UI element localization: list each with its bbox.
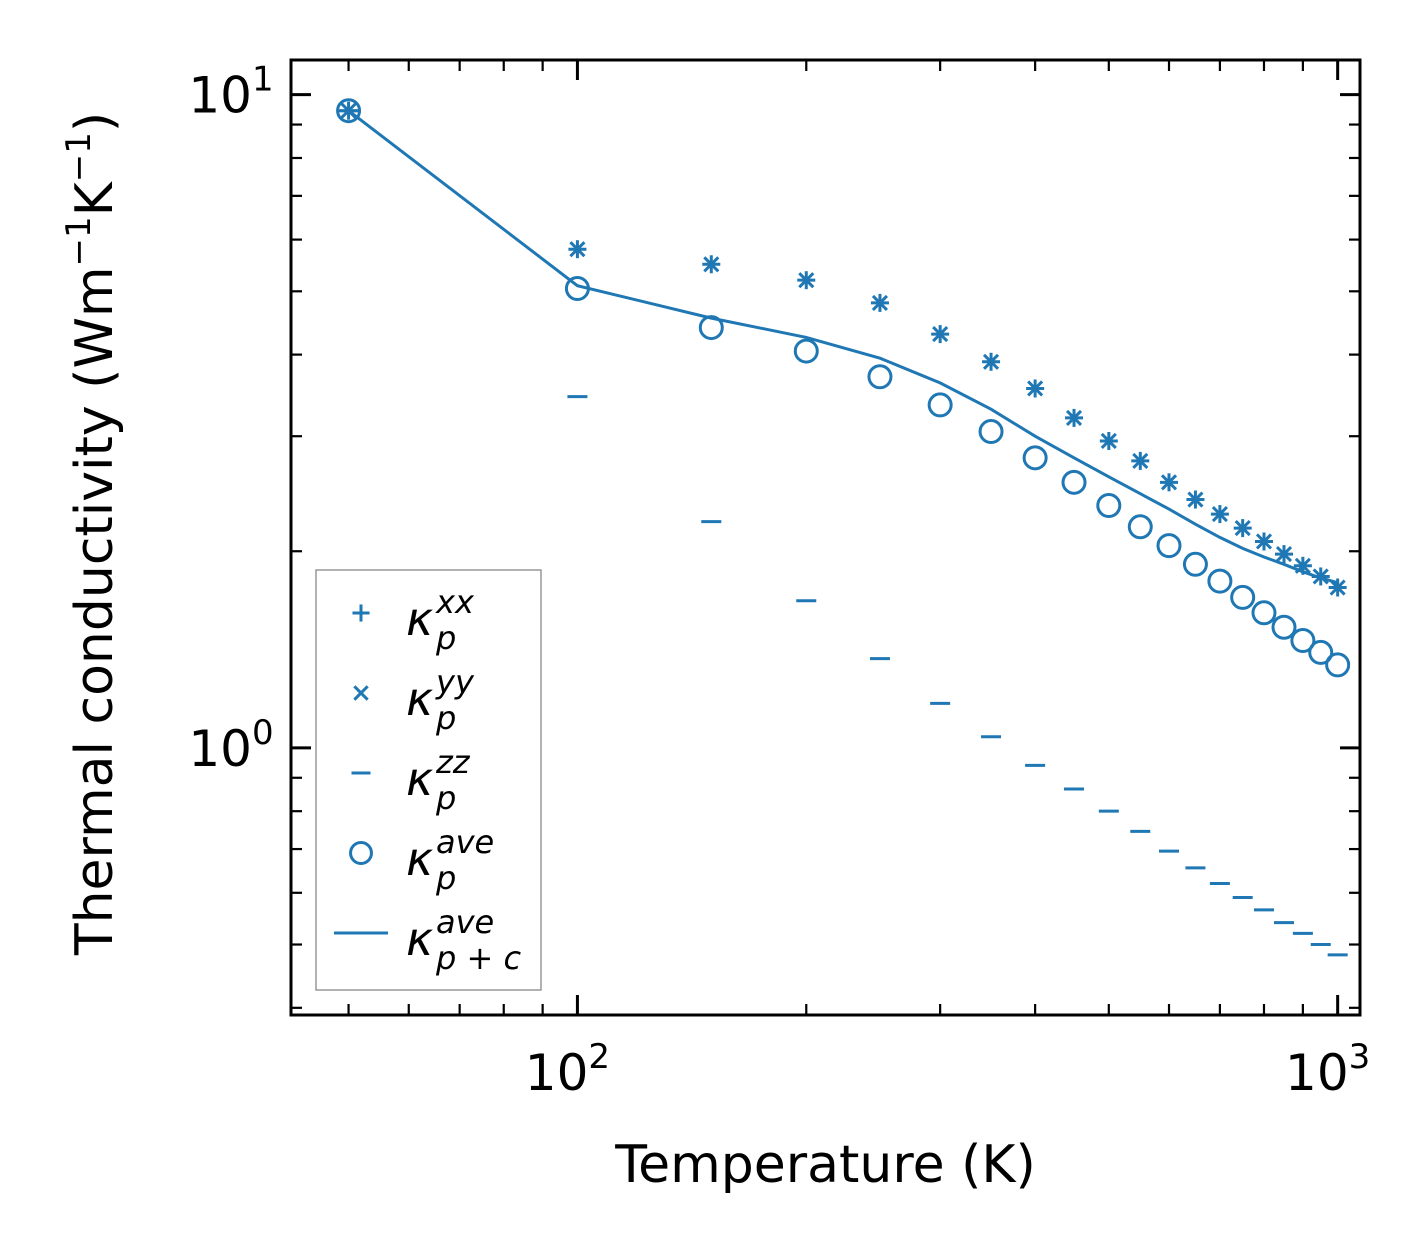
data-point-circle	[1127, 514, 1153, 540]
legend-sup: ave	[436, 823, 494, 861]
x-axis-label: Temperature (K)	[614, 1135, 1036, 1195]
data-point-x	[1211, 506, 1228, 523]
data-point-x	[1255, 533, 1273, 550]
minor-ticks	[291, 60, 1360, 1015]
series-hline	[338, 109, 1348, 957]
y-tick-label: 101	[188, 60, 273, 125]
data-point-circle	[978, 419, 1004, 445]
data-point-x	[932, 326, 949, 343]
series-line	[347, 109, 1339, 585]
series-circle	[336, 98, 1351, 678]
data-point-circle	[1061, 469, 1087, 495]
x-tick-label: 102	[525, 1037, 610, 1102]
data-point-x	[1100, 432, 1117, 450]
data-point-circle	[1182, 551, 1208, 577]
data-point-x	[1160, 474, 1178, 491]
data-point-circle	[1251, 600, 1277, 626]
y-label-mid: K	[65, 180, 125, 216]
legend-kappa: κ	[406, 832, 433, 886]
y-tick-exp: 0	[252, 713, 274, 753]
data-point-circle	[1271, 614, 1297, 640]
legend-label: κyy p	[406, 663, 475, 737]
data-point-x	[1234, 520, 1251, 537]
legend-sup: zz	[435, 743, 471, 781]
x-tick-exp: 2	[588, 1037, 610, 1077]
legend-sub: p	[435, 779, 456, 817]
y-label-main: Thermal conductivity (Wm	[65, 266, 125, 956]
legend-sup: ave	[436, 903, 494, 941]
x-tick-base: 10	[525, 1044, 589, 1102]
data-point-x	[1027, 380, 1044, 397]
data-point-circle	[1156, 533, 1182, 559]
legend-symbol-circle	[349, 841, 373, 865]
legend-entry: κyy p	[353, 663, 475, 737]
legend-symbol-x	[353, 685, 369, 701]
y-tick-exp: 1	[252, 60, 274, 100]
legend-entry: κzz p	[351, 743, 471, 817]
data-point-x	[703, 256, 720, 273]
legend-symbol-plus	[352, 604, 370, 622]
data-point-x	[1275, 546, 1293, 563]
data-point-x	[1187, 491, 1204, 508]
major-ticks	[291, 60, 1360, 1015]
y-axis-label: Thermal conductivity (Wm−1K−1)	[59, 112, 125, 956]
legend-box	[315, 569, 542, 991]
legend-kappa: κ	[406, 912, 433, 966]
axes-frame	[289, 58, 1362, 1017]
data-point-x	[1132, 452, 1149, 469]
legend-sup: xx	[435, 583, 475, 621]
y-tick-base: 10	[188, 67, 252, 125]
data-point-circle	[1308, 639, 1334, 665]
legend-sup: yy	[435, 663, 475, 701]
data-point-x	[798, 272, 815, 289]
legend-kappa: κ	[406, 672, 433, 726]
data-point-circle	[336, 98, 362, 124]
x-tick-base: 10	[1285, 1044, 1349, 1102]
data-point-circle	[1325, 652, 1351, 678]
data-point-circle	[1290, 628, 1316, 654]
data-point-circle	[927, 392, 953, 418]
legend-kappa: κ	[406, 752, 433, 806]
legend-label: κzz p	[406, 743, 471, 817]
y-tick-label: 100	[188, 713, 273, 778]
legend-sub: p	[435, 619, 456, 657]
data-point-circle	[793, 338, 819, 364]
series-line	[347, 109, 1339, 585]
legend-entry: κxx p	[352, 583, 475, 657]
legend-entry: κave p + c	[334, 903, 521, 977]
x-tick-exp: 3	[1349, 1037, 1371, 1077]
y-label-close: )	[65, 112, 125, 132]
y-tick-base: 10	[188, 720, 252, 778]
legend-sub: p	[435, 699, 456, 737]
series-layer	[336, 98, 1351, 957]
legend-label: κxx p	[406, 583, 475, 657]
data-point-x	[871, 294, 889, 311]
legend-kappa: κ	[406, 592, 433, 646]
legend-sub: p + c	[435, 939, 521, 977]
data-point-x	[1065, 409, 1083, 426]
data-point-x	[982, 353, 1000, 370]
y-label-exp2: −1	[59, 132, 99, 182]
data-point-circle	[1230, 584, 1256, 610]
data-point-circle	[867, 364, 893, 390]
data-point-x	[569, 241, 586, 258]
data-point-circle	[1096, 492, 1122, 518]
x-tick-label: 103	[1285, 1037, 1370, 1102]
data-point-circle	[1022, 445, 1048, 471]
data-point-circle	[1207, 568, 1233, 594]
legend-label: κave p	[406, 823, 494, 897]
legend-sub: p	[435, 859, 456, 897]
y-label-exp1: −1	[59, 216, 99, 266]
legend-entry: κave p	[349, 823, 494, 897]
legend-label: κave p + c	[406, 903, 521, 977]
